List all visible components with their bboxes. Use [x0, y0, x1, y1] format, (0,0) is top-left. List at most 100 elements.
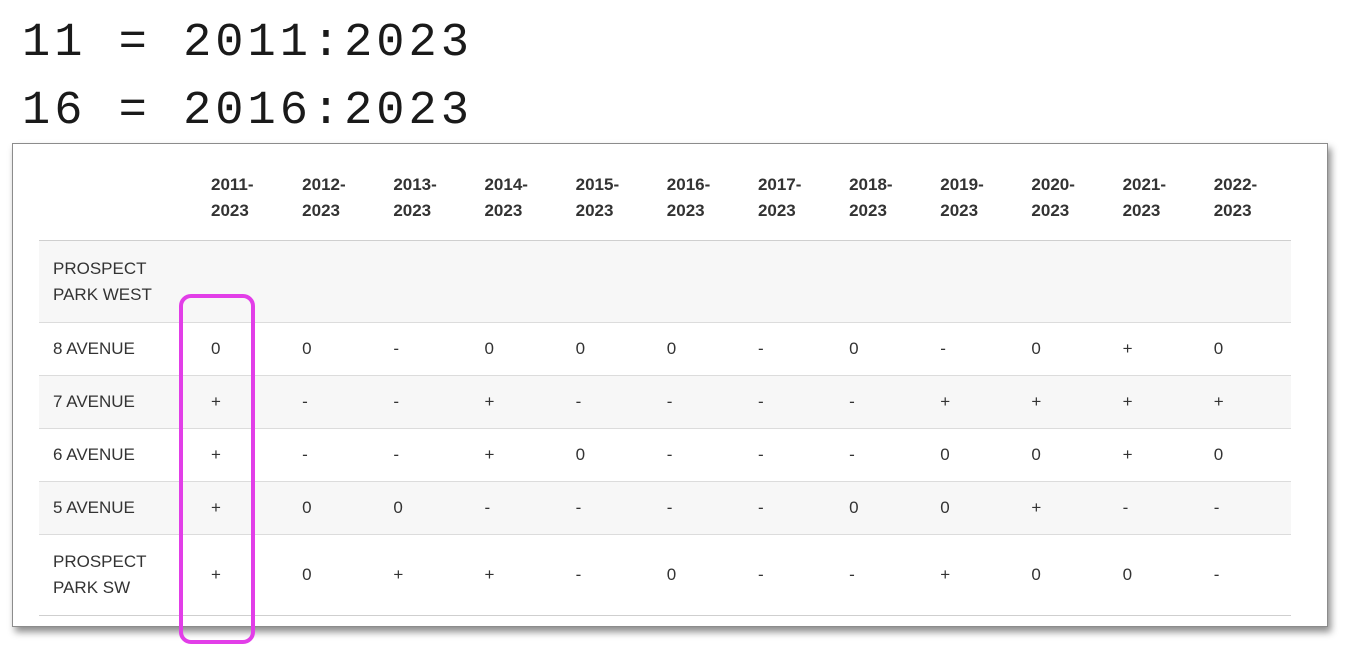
table-cell: + [926, 375, 1018, 429]
table-cell: - [288, 375, 380, 429]
table-cell: 0 [1108, 534, 1200, 616]
table-cell: 0 [926, 481, 1018, 535]
table-cell: + [926, 534, 1018, 616]
row-label-text: PROSPECT [53, 258, 147, 278]
column-header-text: 2023 [1213, 201, 1252, 220]
table-cell [743, 240, 836, 323]
table-cell: + [1199, 375, 1291, 429]
table-cell: - [743, 375, 836, 429]
column-header-text: 2023 [849, 201, 887, 220]
table-row: PROSPECT PARK SW +0 + + -0- - +0 0- [39, 534, 1291, 616]
column-header-text: 2011- [211, 175, 254, 194]
table-cell: + [197, 534, 289, 616]
row-label-text: 5 AVENUE [53, 498, 135, 517]
table-cell: - [561, 375, 653, 429]
table-cell: + [470, 428, 562, 482]
column-header: 2013- 2023 [379, 156, 471, 241]
table-cell: - [561, 534, 653, 616]
table-cell [835, 240, 927, 323]
table-cell: - [379, 375, 471, 429]
table-row: PROSPECT PARK WEST [39, 240, 1291, 323]
table-cell: 0 [1017, 428, 1109, 482]
table-cell: + [1108, 428, 1200, 482]
trend-table: 2011- 2023 2012- 2023 2013- 2023 2014- 2023 2015… [39, 156, 1291, 616]
table-cell: 0 [379, 481, 471, 535]
row-label-text: PARK SW [53, 578, 131, 597]
table-cell: 0 [1017, 322, 1109, 376]
column-header-text: 2018- [849, 175, 893, 194]
column-header: 2015- 2023 [561, 156, 653, 241]
column-header-text: 2023 [575, 201, 614, 220]
row-label: 6 AVENUE [39, 428, 197, 482]
column-header-text: 2023 [666, 201, 705, 220]
table-cell: + [470, 534, 562, 616]
row-label: 5 AVENUE [39, 481, 197, 535]
table-cell: 0 [197, 322, 289, 376]
table-cell: 0 [470, 322, 562, 376]
column-header-text: 2019- [940, 175, 984, 194]
table-cell: - [835, 534, 927, 616]
row-label-text: PROSPECT [53, 552, 147, 571]
row-label: 7 AVENUE [39, 375, 197, 429]
table-row: 6 AVENUE + - - +0- - -0 0 +0 [39, 428, 1291, 482]
column-header: 2022- 2023 [1199, 156, 1291, 241]
row-label: PROSPECT PARK SW [39, 534, 197, 616]
table-cell: - [652, 428, 744, 482]
legend-key: 11 [22, 17, 87, 70]
table-cell: - [379, 322, 471, 376]
table-cell: - [835, 428, 927, 482]
column-header-text: 2023 [1122, 201, 1161, 220]
table-header-row: 2011- 2023 2012- 2023 2013- 2023 2014- 2023 2015… [39, 156, 1291, 241]
legend-range: 2011:2023 [183, 17, 473, 70]
table-cell: + [197, 428, 289, 482]
legend-equals: = [118, 85, 151, 138]
table-cell [1017, 240, 1109, 323]
table-cell: 0 [652, 322, 744, 376]
table-body: PROSPECT PARK WEST 8 AVENUE 0 0-0 0 0-0-0 +0 7 A… [39, 240, 1291, 616]
column-header-text: 2023 [393, 201, 432, 220]
column-header: 2020- 2023 [1017, 156, 1109, 241]
table-cell [379, 240, 471, 323]
column-header-text: 2012- [302, 175, 346, 194]
table-cell: 0 [288, 534, 380, 616]
table-cell: + [1017, 481, 1109, 535]
legend-range: 2016:2023 [183, 85, 473, 138]
table-cell: - [652, 481, 744, 535]
table-cell: 0 [561, 428, 653, 482]
table-cell: 0 [1199, 322, 1291, 376]
corner-cell [39, 156, 197, 241]
table-cell: - [288, 428, 380, 482]
table-cell: + [1108, 322, 1200, 376]
column-header: 2017- 2023 [743, 156, 836, 241]
table-row: 7 AVENUE + - - + - - - - + + + + [39, 375, 1291, 429]
column-header-text: 2023 [940, 201, 979, 220]
table-cell: + [470, 375, 562, 429]
column-header: 2021- 2023 [1108, 156, 1200, 241]
table-cell: - [743, 428, 836, 482]
table-cell: - [835, 375, 927, 429]
table-cell: - [652, 375, 744, 429]
column-header-text: 2023 [302, 201, 340, 220]
table-cell: 0 [835, 322, 927, 376]
table-cell: 0 [561, 322, 653, 376]
table-cell: + [379, 534, 471, 616]
column-header: 2016- 2023 [652, 156, 744, 241]
table-cell: + [1017, 375, 1109, 429]
column-header-text: 2020- [1031, 175, 1075, 194]
table-cell: - [743, 322, 836, 376]
table-cell: - [470, 481, 562, 535]
table-row: 8 AVENUE 0 0-0 0 0-0-0 +0 [39, 322, 1291, 376]
table-cell: 0 [835, 481, 927, 535]
table-cell: 0 [1199, 428, 1291, 482]
table-cell: 0 [288, 481, 380, 535]
table-cell [288, 240, 380, 323]
column-header-text: 2014- [484, 175, 528, 194]
legend-line-1: 11 = 2011:2023 [22, 20, 473, 67]
column-header: 2012- 2023 [288, 156, 380, 241]
column-header-text: 2023 [1031, 201, 1070, 220]
column-header-text: 2016- [666, 175, 711, 194]
table-cell [470, 240, 562, 323]
column-header-text: 2023 [211, 201, 249, 220]
row-label: PROSPECT PARK WEST [39, 240, 197, 323]
column-header-text: 2022- [1213, 175, 1258, 194]
